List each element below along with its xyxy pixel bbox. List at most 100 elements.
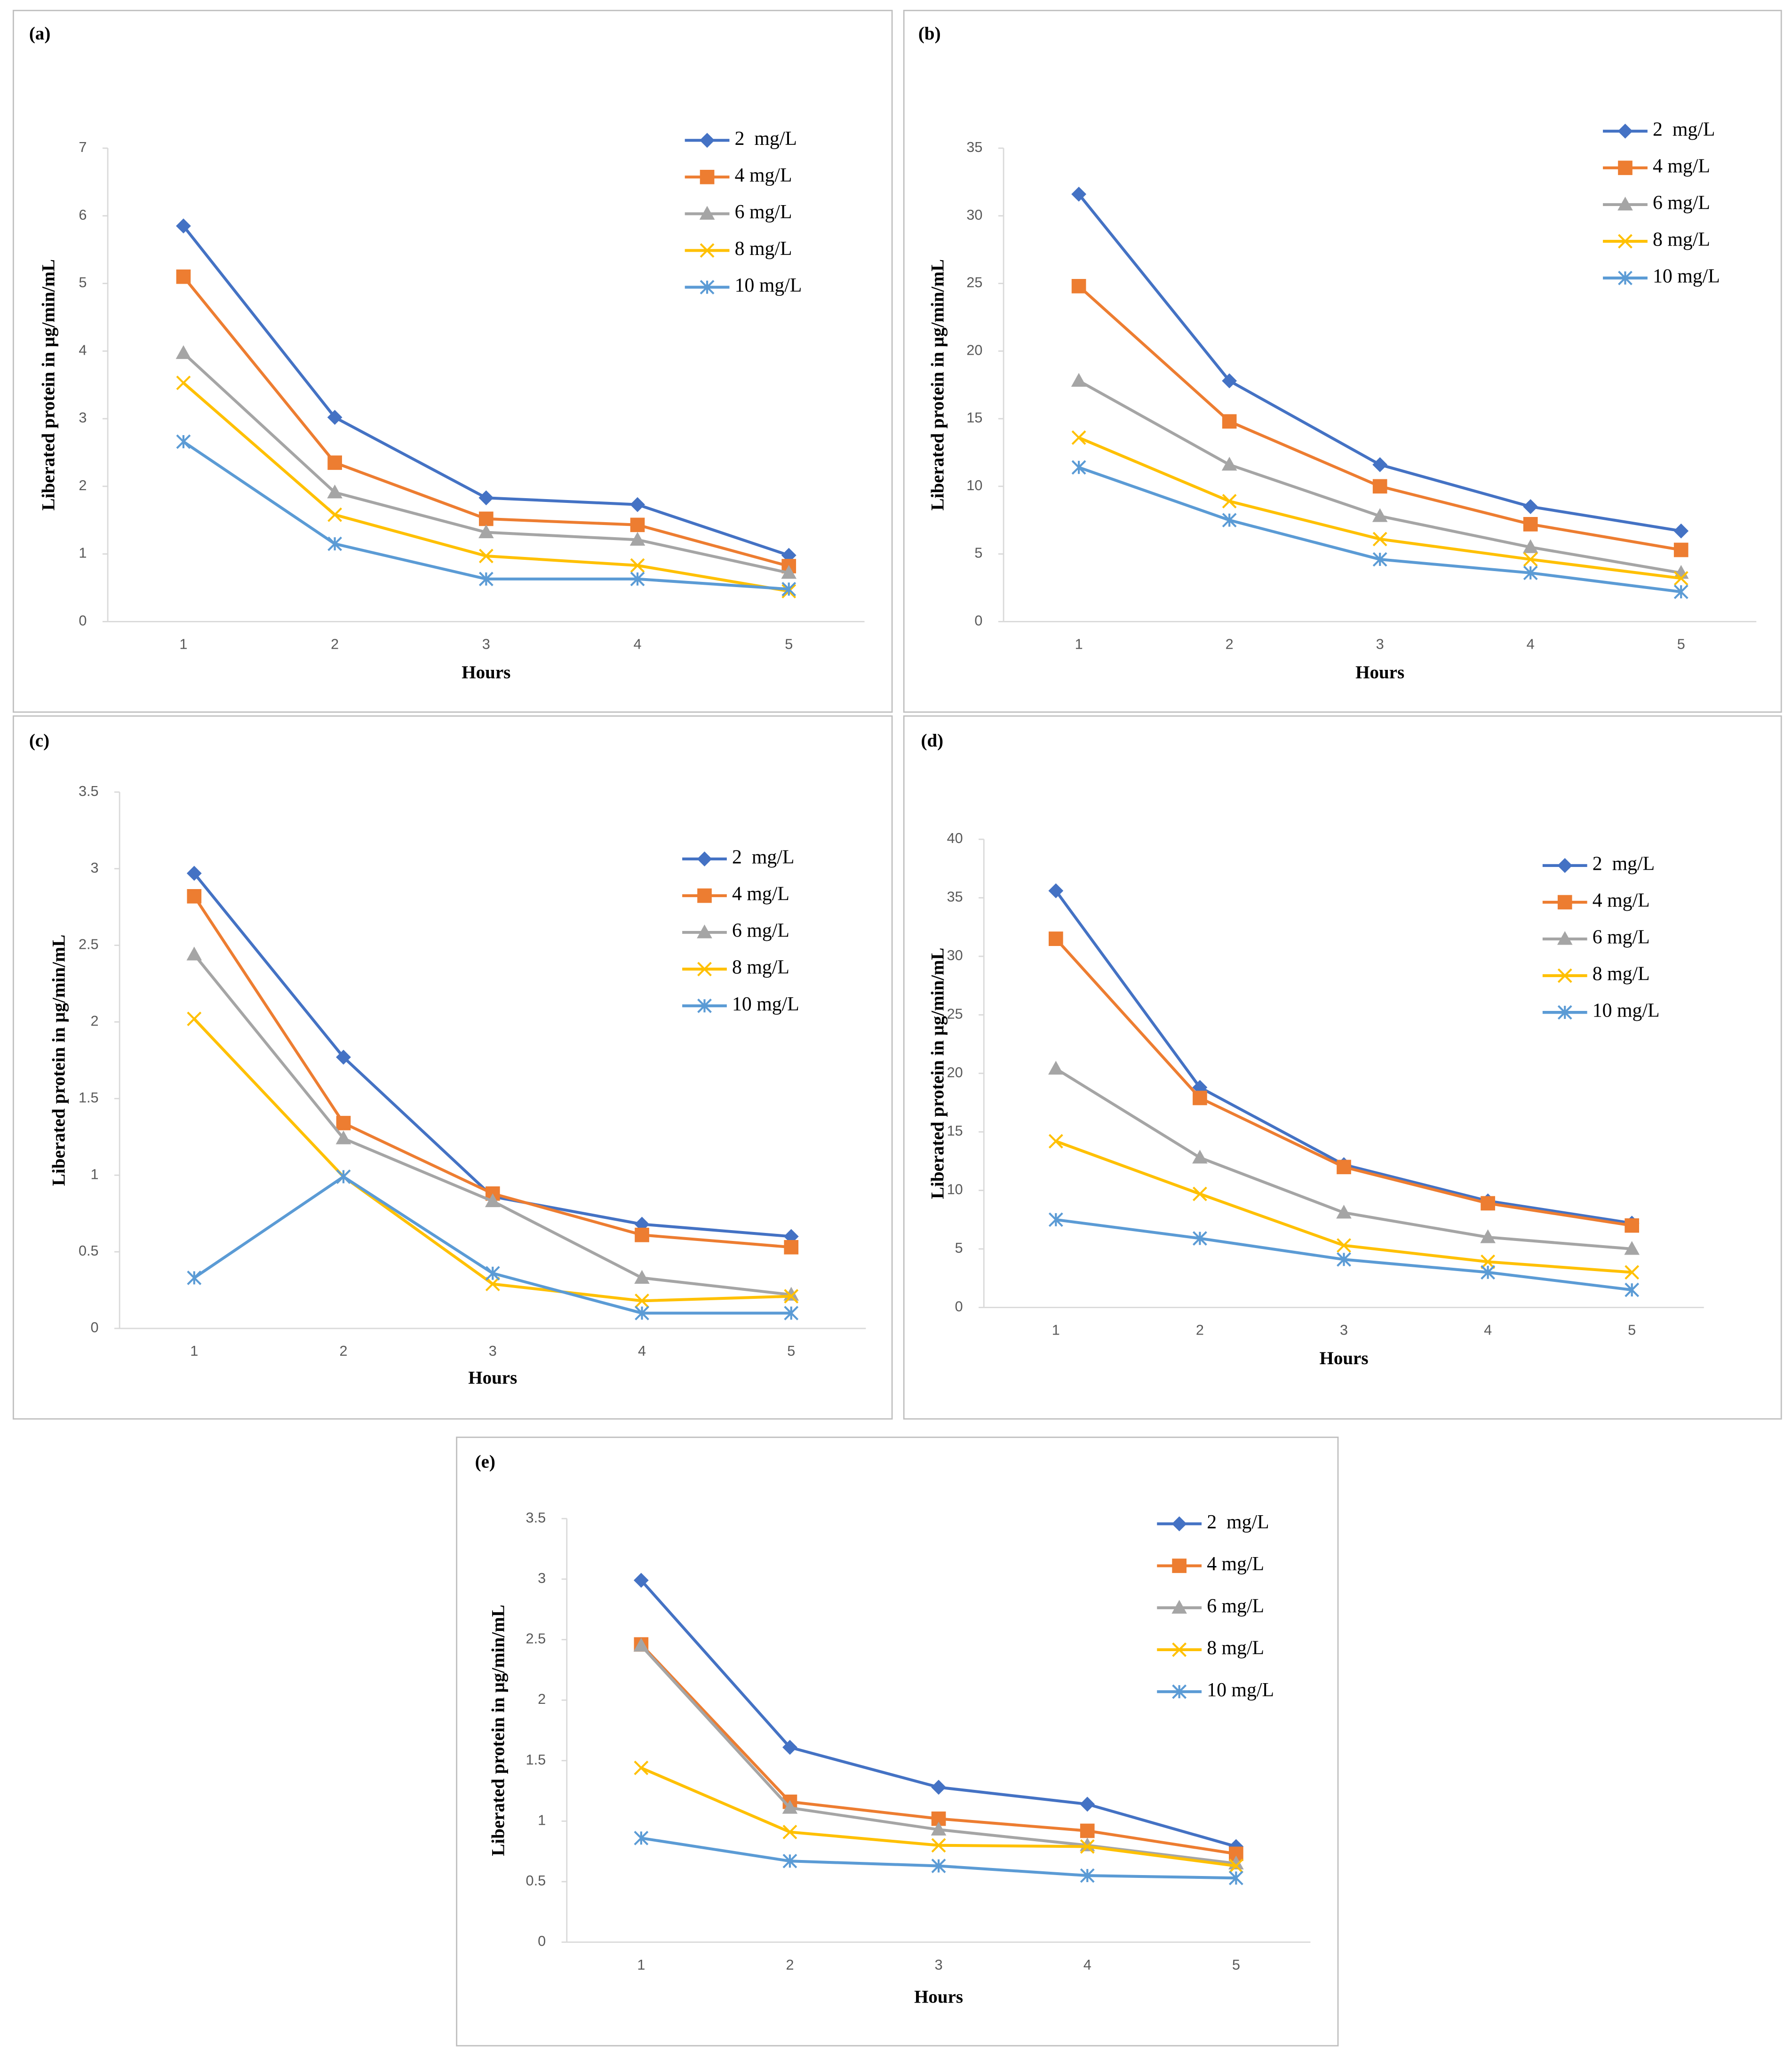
legend-marker xyxy=(1172,1642,1187,1657)
chart-title: (c) xyxy=(29,731,49,751)
data-point xyxy=(1228,1870,1243,1885)
y-tick-label: 2 xyxy=(79,477,87,493)
chart-title: (b) xyxy=(918,24,941,44)
data-point xyxy=(784,1305,799,1320)
data-point xyxy=(1481,1254,1496,1269)
legend-marker xyxy=(1617,197,1633,211)
data-point xyxy=(1523,517,1538,532)
x-tick-label: 2 xyxy=(1196,1322,1204,1338)
y-axis-label: Liberated protein in µg/min/mL xyxy=(38,259,58,510)
y-tick-label: 1.5 xyxy=(526,1752,546,1768)
data-point xyxy=(781,581,796,596)
y-tick-label: 3 xyxy=(91,860,99,876)
data-point xyxy=(931,1780,947,1795)
data-point xyxy=(1071,186,1087,202)
legend-label: 6 mg/L xyxy=(1207,1595,1264,1617)
x-tick-label: 1 xyxy=(637,1957,645,1973)
legend-marker xyxy=(1557,1005,1572,1020)
legend-marker xyxy=(1618,160,1633,175)
y-tick-label: 30 xyxy=(966,207,982,223)
data-point xyxy=(931,1838,946,1853)
y-tick-label: 40 xyxy=(947,830,963,846)
legend-marker xyxy=(1171,1599,1187,1614)
data-point xyxy=(327,536,342,551)
panel-border xyxy=(456,1436,1339,2047)
data-point xyxy=(1480,1229,1496,1243)
legend-marker xyxy=(700,170,715,184)
y-tick-label: 0 xyxy=(79,612,87,628)
data-point xyxy=(176,218,191,234)
data-point xyxy=(1080,1868,1095,1883)
y-tick-label: 20 xyxy=(947,1065,963,1081)
legend-label: 8 mg/L xyxy=(732,957,789,978)
x-axis-label: Hours xyxy=(468,1368,517,1388)
data-point xyxy=(485,1193,501,1208)
x-axis-label: Hours xyxy=(1355,662,1404,683)
data-point xyxy=(336,1049,351,1065)
legend-label: 6 mg/L xyxy=(732,920,789,942)
legend-marker xyxy=(1557,931,1573,945)
x-tick-label: 1 xyxy=(190,1343,198,1359)
legend-label: 4 mg/L xyxy=(1207,1553,1264,1575)
y-tick-label: 2 xyxy=(91,1013,99,1029)
data-point xyxy=(1481,1265,1496,1280)
x-tick-label: 4 xyxy=(1527,636,1535,652)
data-point xyxy=(187,1011,202,1026)
data-point xyxy=(478,549,494,564)
y-tick-label: 2.5 xyxy=(79,937,99,953)
data-point xyxy=(1080,1839,1095,1854)
y-tick-label: 5 xyxy=(955,1240,963,1256)
y-tick-label: 15 xyxy=(947,1123,963,1139)
legend-label: 10 mg/L xyxy=(1653,266,1720,287)
legend-marker xyxy=(697,888,712,903)
data-point xyxy=(931,1821,947,1836)
x-tick-label: 1 xyxy=(179,636,187,652)
y-tick-label: 0.5 xyxy=(526,1873,546,1889)
legend-label: 4 mg/L xyxy=(735,165,792,186)
y-tick-label: 0 xyxy=(538,1933,546,1949)
data-point xyxy=(630,517,645,533)
data-point xyxy=(1192,1231,1207,1246)
y-tick-label: 10 xyxy=(966,477,982,493)
data-point xyxy=(1523,565,1538,580)
y-tick-label: 3 xyxy=(538,1570,546,1586)
y-tick-label: 1.5 xyxy=(79,1089,99,1105)
legend-marker xyxy=(697,924,712,938)
x-tick-label: 2 xyxy=(1226,636,1234,652)
data-point xyxy=(176,434,191,449)
legend-label: 10 mg/L xyxy=(1207,1679,1274,1701)
data-point xyxy=(1080,1797,1095,1812)
data-point xyxy=(1048,1134,1063,1149)
legend-label: 2 mg/L xyxy=(732,847,794,868)
data-point xyxy=(336,1116,351,1130)
x-tick-label: 4 xyxy=(634,636,642,652)
chart-title: (a) xyxy=(29,24,51,44)
x-tick-label: 3 xyxy=(1340,1322,1348,1338)
data-point xyxy=(1372,508,1388,522)
legend-label: 4 mg/L xyxy=(1593,890,1650,912)
data-point xyxy=(327,455,342,470)
legend-marker xyxy=(1617,123,1633,139)
legend-marker xyxy=(697,998,712,1013)
data-point xyxy=(478,490,494,506)
y-tick-label: 2 xyxy=(538,1691,546,1707)
data-point xyxy=(1336,1205,1352,1219)
data-point xyxy=(485,1266,500,1281)
data-point xyxy=(1071,373,1087,387)
data-point xyxy=(782,1853,797,1868)
data-point xyxy=(635,1293,649,1308)
data-point xyxy=(1523,499,1538,514)
data-point xyxy=(634,1270,650,1284)
data-point xyxy=(1337,1252,1351,1267)
legend-marker xyxy=(699,206,715,220)
data-point xyxy=(1372,457,1388,472)
legend-marker xyxy=(1618,270,1633,286)
data-point xyxy=(1522,539,1538,553)
legend-marker xyxy=(697,851,712,867)
y-tick-label: 25 xyxy=(966,275,982,291)
panel-border xyxy=(12,715,893,1420)
data-point xyxy=(635,1305,649,1320)
data-point xyxy=(175,345,191,359)
legend-marker xyxy=(700,280,715,294)
y-tick-label: 4 xyxy=(79,342,87,358)
